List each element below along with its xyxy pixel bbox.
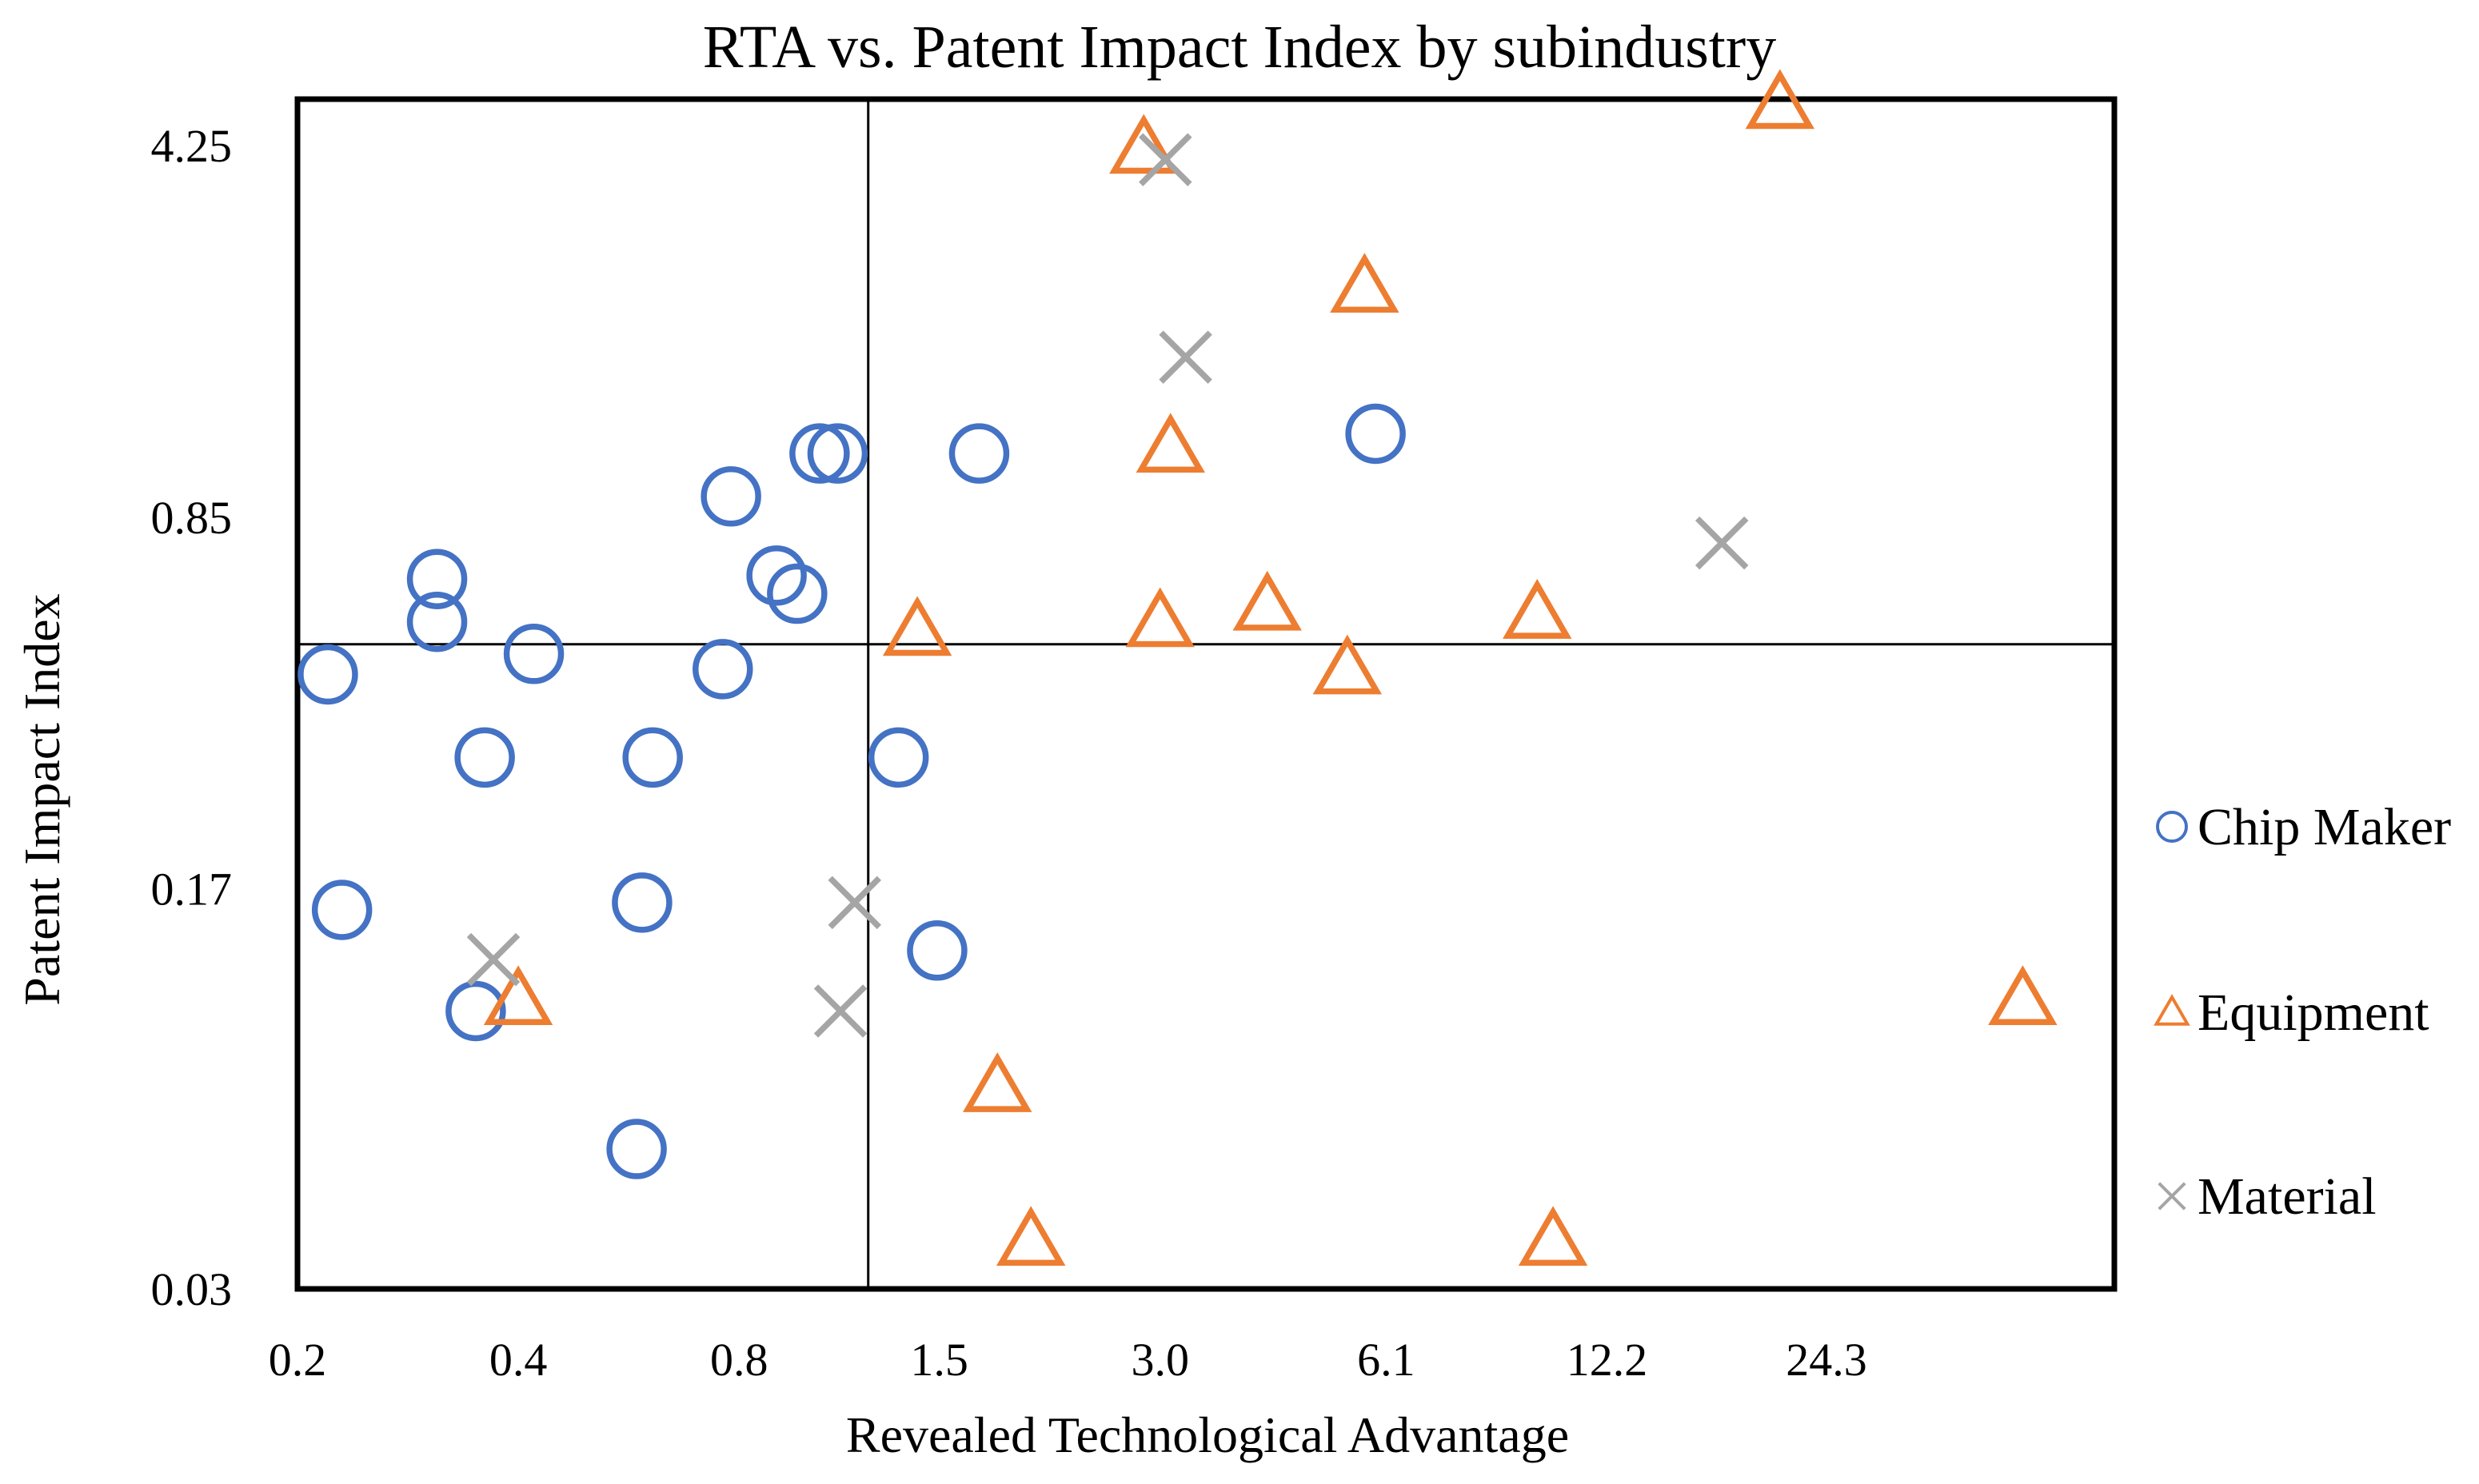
chip-maker-point: [612, 872, 673, 933]
equipment-point: [1125, 587, 1195, 648]
material-point: [1139, 133, 1192, 186]
equipment-point: [963, 1052, 1032, 1112]
chip-maker-point: [701, 466, 761, 527]
y-axis-ticks: 0.03 0.17 0.85 4.25: [151, 120, 233, 1315]
equipment-point: [1232, 570, 1302, 631]
equipment-point: [1312, 634, 1383, 695]
equipment-point: [1330, 253, 1399, 313]
chip-maker-point: [907, 920, 968, 981]
chip-maker-point: [1345, 403, 1406, 465]
legend-chip-maker-label: Chip Maker: [2198, 798, 2451, 856]
x-tick-label: 24.3: [1786, 1334, 1867, 1386]
material-point: [1159, 330, 1212, 384]
chip-maker-point: [406, 591, 468, 652]
equipment-point: [1745, 69, 1815, 130]
equipment-point: [882, 596, 952, 656]
chip-maker-point: [746, 545, 807, 606]
chip-maker-point: [767, 563, 828, 624]
data-points: [297, 69, 2058, 1267]
chip-maker-point: [503, 624, 565, 684]
chart-title: RTA vs. Patent Impact Index by subindust…: [703, 14, 1776, 81]
legend-chip-maker-marker: [2156, 811, 2188, 843]
x-tick-label: 0.4: [489, 1334, 548, 1386]
legend-material-label: Material: [2198, 1167, 2377, 1226]
y-tick-label: 0.03: [151, 1263, 233, 1315]
chip-maker-point: [454, 727, 515, 788]
x-tick-label: 0.8: [710, 1334, 768, 1386]
x-axis-ticks: 0.2 0.4 0.8 1.5 3.0 6.1 12.2 24.3: [269, 1334, 1867, 1386]
legend-equipment-marker: [2154, 994, 2190, 1026]
chip-maker-point: [406, 549, 468, 609]
material-point: [1695, 516, 1749, 570]
equipment-point: [483, 965, 553, 1025]
legend-material-marker: [2158, 1182, 2186, 1211]
material-point: [828, 876, 882, 930]
equipment-point: [996, 1206, 1066, 1267]
legend-equipment-label: Equipment: [2198, 983, 2429, 1042]
chip-maker-point: [789, 423, 850, 484]
chip-maker-point: [693, 639, 753, 700]
y-tick-label: 0.17: [151, 863, 233, 915]
chip-maker-point: [445, 980, 506, 1042]
x-tick-label: 6.1: [1357, 1334, 1415, 1386]
equipment-point: [1988, 965, 2058, 1025]
x-tick-label: 3.0: [1131, 1334, 1189, 1386]
material-point: [466, 932, 521, 987]
chip-maker-point: [807, 423, 868, 484]
equipment-point: [1109, 114, 1179, 174]
equipment-point: [1136, 413, 1205, 473]
x-axis-label: Revealed Technological Advantage: [846, 1406, 1569, 1463]
equipment-point: [1518, 1206, 1588, 1267]
equipment-point: [1503, 579, 1572, 639]
plot-area: [294, 96, 2118, 1292]
x-tick-label: 0.2: [269, 1334, 327, 1386]
material-point: [813, 984, 868, 1038]
y-tick-label: 0.85: [151, 492, 233, 544]
chip-maker-point: [311, 880, 373, 940]
x-tick-label: 1.5: [910, 1334, 968, 1386]
y-axis-label: Patent Impact Index: [14, 593, 70, 1005]
chip-maker-point: [297, 644, 358, 705]
x-tick-label: 12.2: [1567, 1334, 1648, 1386]
legend: Chip Maker Equipment Material: [2154, 798, 2451, 1226]
chip-maker-point: [622, 727, 683, 788]
chip-maker-point: [606, 1119, 667, 1179]
chip-maker-point: [948, 423, 1010, 484]
chip-maker-point: [868, 727, 929, 788]
y-tick-label: 4.25: [151, 120, 233, 172]
